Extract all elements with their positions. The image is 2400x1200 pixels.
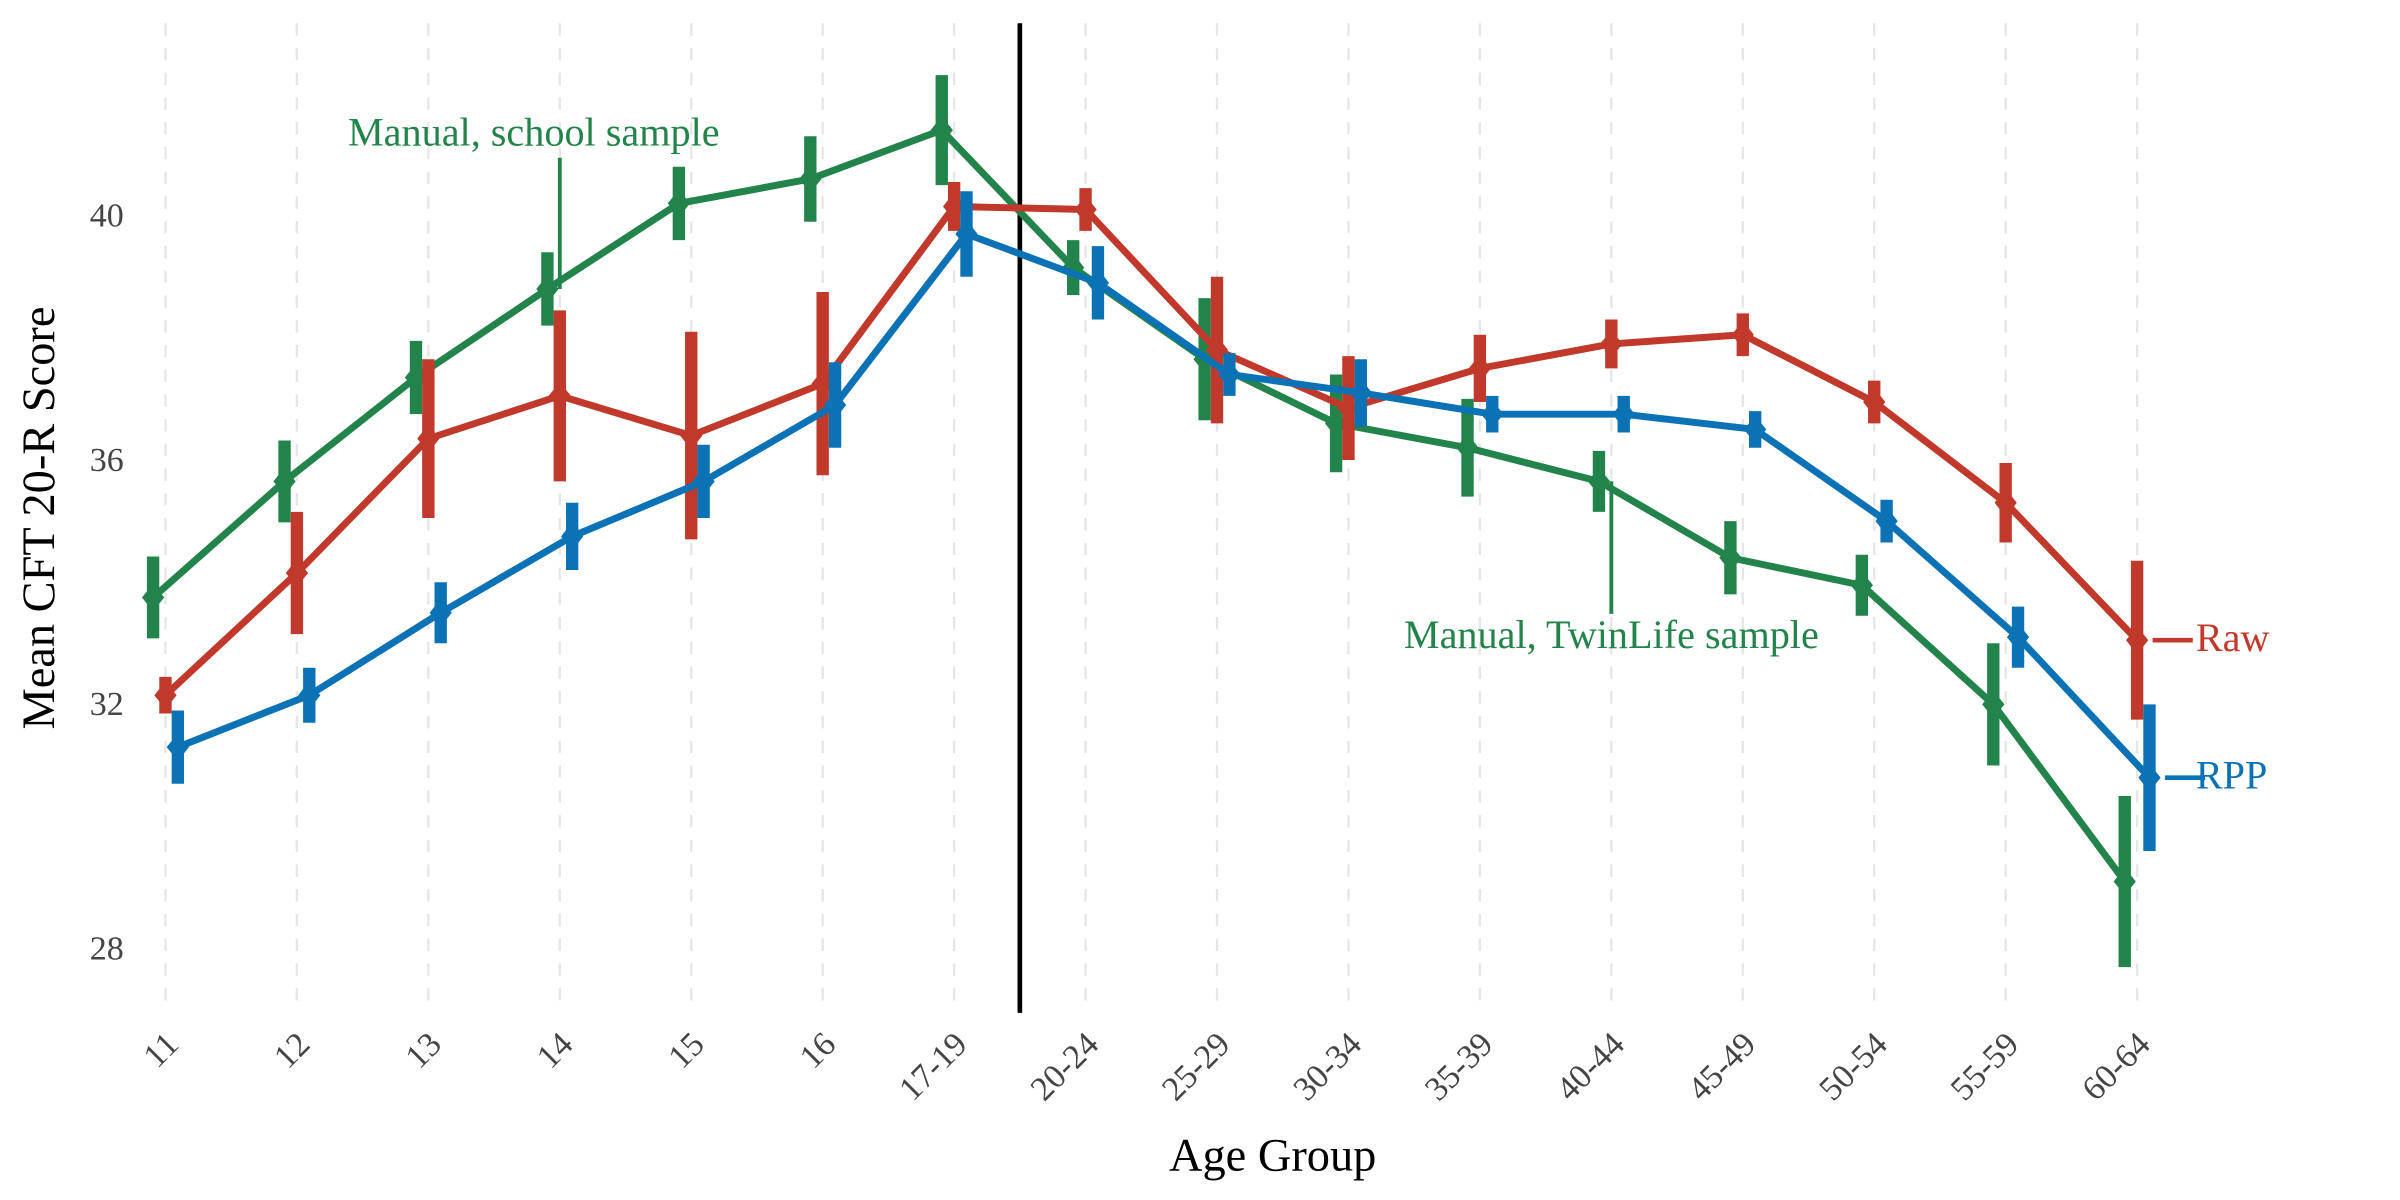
marker [404,363,428,392]
marker [154,681,177,710]
marker [1456,433,1479,462]
marker [680,421,703,450]
marker [942,192,966,221]
y-tick-label: 32 [90,686,124,723]
x-tick-label: 14 [530,1026,580,1076]
x-tick-label: 60-64 [2075,1026,2157,1108]
series-line [150,126,2128,884]
marker [1337,394,1360,422]
y-tick-label: 28 [90,931,124,968]
marker [2125,626,2149,655]
x-tick-label: 30-34 [1287,1026,1369,1108]
marker [1587,467,1611,496]
marker [1600,330,1623,358]
marker [1994,488,2017,517]
y-tick-label: 36 [90,442,124,479]
marker [1324,409,1348,438]
marker [1850,571,1873,600]
marker [823,391,847,419]
marker [429,598,452,627]
x-tick-label: 11 [137,1026,186,1075]
series-label: Raw [2196,615,2270,660]
x-tick-label: 25-29 [1155,1026,1237,1108]
marker [1612,400,1635,429]
marker [811,369,834,398]
series-line [176,230,2153,781]
marker [417,424,440,453]
marker [1205,336,1229,364]
x-tick-label: 17-19 [892,1026,974,1108]
annotation: Manual, school sample [348,109,720,154]
marker [536,275,559,303]
marker [1744,415,1767,444]
marker [955,220,978,248]
marker [2113,867,2136,896]
x-tick-label: 12 [267,1026,317,1076]
series-line [163,202,2140,698]
marker [298,681,321,710]
marker [2006,623,2030,652]
x-tick-label: 40-44 [1550,1026,1632,1108]
marker [1218,360,1241,389]
marker [561,522,584,551]
marker [1074,195,1097,224]
x-tick-label: 45-49 [1681,1026,1763,1108]
series-label: RPP [2196,752,2268,797]
series [154,182,2149,720]
marker [548,381,571,410]
marker [1719,543,1742,572]
x-tick-label: 55-59 [1944,1026,2026,1108]
marker [1731,320,1754,349]
marker [1468,354,1492,383]
x-axis-title: Age Group [1169,1130,1376,1181]
marker [1875,507,1898,536]
marker [166,733,189,762]
x-tick-label: 16 [793,1026,843,1076]
x-tick-label: 50-54 [1812,1026,1894,1108]
marker [1982,690,2005,719]
marker [273,467,296,496]
series [166,191,2161,851]
marker [799,165,822,193]
marker [1481,400,1504,429]
marker [1349,378,1372,407]
annotation: Manual, TwinLife sample [1404,612,1819,657]
series [141,75,2136,968]
marker [930,116,953,145]
x-tick-label: 35-39 [1418,1026,1500,1108]
x-tick-label: 20-24 [1024,1026,1106,1108]
marker [285,559,309,587]
marker [2138,763,2161,792]
y-axis-title: Mean CFT 20-R Score [14,307,65,730]
marker [1086,268,1110,297]
marker [667,189,690,218]
x-tick-label: 13 [399,1026,449,1076]
x-tick-label: 15 [661,1026,711,1076]
y-tick-label: 40 [90,198,124,235]
